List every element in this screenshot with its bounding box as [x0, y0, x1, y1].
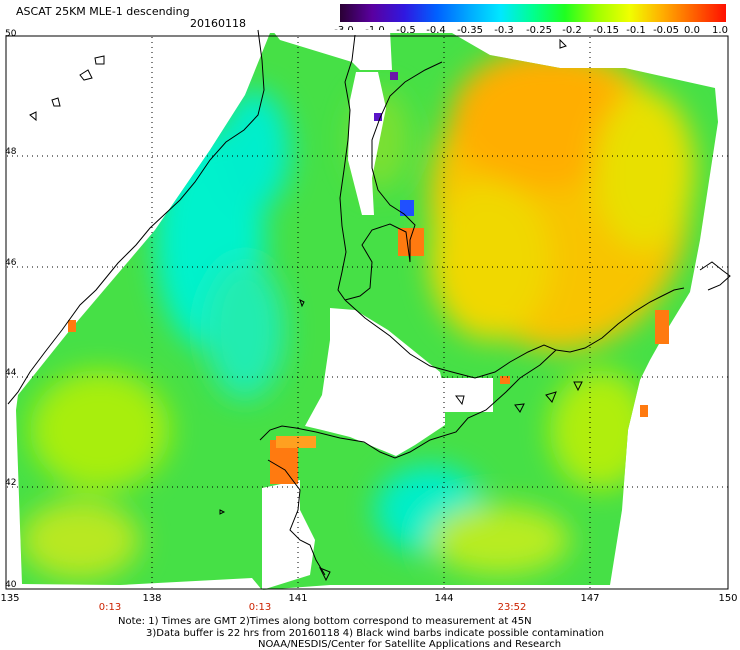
- map-border: [5, 35, 729, 590]
- data-swath: [16, 33, 718, 590]
- color-scale-bar: [340, 4, 726, 22]
- scale-label: 0.0: [684, 25, 700, 36]
- scale-label: -0.2: [562, 25, 582, 36]
- lon-label: 144: [434, 593, 454, 604]
- scale-label: -0.25: [526, 25, 552, 36]
- coastlines: [7, 29, 731, 582]
- data-gaps: [262, 30, 493, 590]
- lat-label: 50: [5, 29, 17, 39]
- graticule: [7, 37, 728, 589]
- lat-label: 44: [5, 368, 17, 378]
- lat-label: 42: [5, 478, 17, 488]
- product-date: 20160118: [190, 17, 246, 30]
- lat-label: 40: [5, 580, 17, 590]
- color-scale-gradient: [340, 4, 726, 22]
- scale-label: -0.5: [396, 25, 416, 36]
- scale-label: -0.4: [426, 25, 446, 36]
- scale-label: -0.35: [457, 25, 483, 36]
- pass-time-label: 0:13: [248, 602, 272, 613]
- pass-time-label: 23:52: [497, 602, 527, 613]
- scale-label: 1.0: [712, 25, 728, 36]
- pixel-anomalies: [68, 72, 669, 484]
- product-title: ASCAT 25KM MLE-1 descending: [16, 5, 190, 18]
- scale-label: -0.1: [626, 25, 646, 36]
- lat-label: 48: [5, 147, 17, 157]
- lon-label: 150: [718, 593, 738, 604]
- lon-label: 135: [0, 593, 20, 604]
- lon-label: 138: [142, 593, 162, 604]
- footnote-line-1: Note: 1) Times are GMT 2)Times along bot…: [118, 616, 532, 627]
- footnote-line-3: NOAA/NESDIS/Center for Satellite Applica…: [258, 639, 562, 650]
- scale-label: -0.3: [494, 25, 514, 36]
- scale-label: -0.05: [653, 25, 679, 36]
- lat-label: 46: [5, 258, 17, 268]
- scale-label: -0.15: [593, 25, 619, 36]
- lon-label: 147: [580, 593, 600, 604]
- lon-label: 141: [288, 593, 308, 604]
- pass-time-label: 0:13: [98, 602, 122, 613]
- footnote-line-2: 3)Data buffer is 22 hrs from 20160118 4)…: [146, 628, 604, 639]
